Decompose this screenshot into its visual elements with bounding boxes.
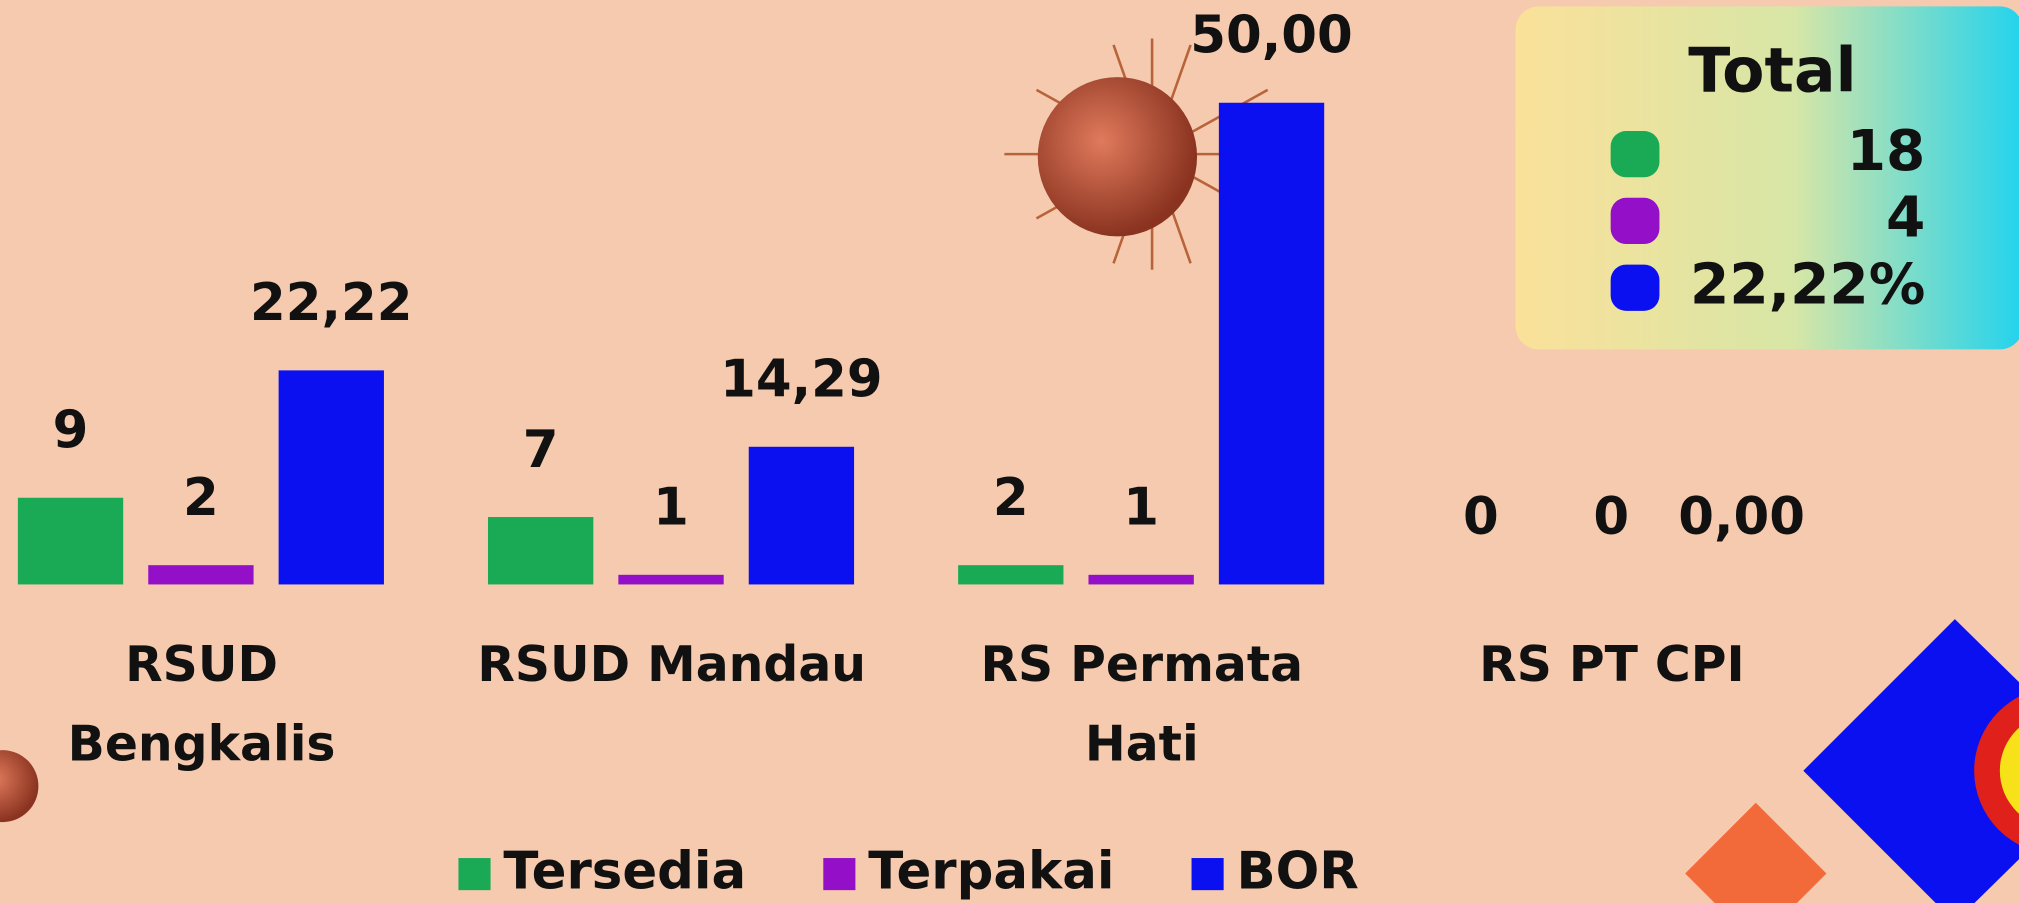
value-label: 50,00 (1190, 6, 1352, 66)
value-label: 1 (653, 478, 689, 538)
totals-swatch (1611, 131, 1660, 177)
bar (279, 370, 384, 584)
bar (749, 447, 854, 585)
value-label: 0 (1463, 487, 1499, 547)
bar (148, 565, 253, 584)
value-label: 9 (53, 401, 89, 461)
legend-swatch (823, 858, 855, 890)
value-label: 2 (993, 468, 1029, 528)
value-label: 0 (1593, 487, 1629, 547)
value-label: 0,00 (1678, 487, 1805, 547)
legend-swatch (1192, 858, 1224, 890)
category-label: RSUD Mandau (477, 636, 866, 693)
category-label: RS PT CPI (1479, 636, 1744, 693)
totals-value: 22,22% (1690, 252, 1925, 317)
totals-value: 18 (1847, 119, 1926, 184)
totals-swatch (1611, 265, 1660, 311)
bar (488, 517, 593, 584)
chart: Total 18422,22% 9222,22RSUDBengkalis7114… (0, 0, 2019, 903)
bar (1088, 575, 1193, 585)
bar (18, 498, 123, 585)
bar (1219, 103, 1324, 585)
value-label: 2 (183, 468, 219, 528)
legend-label: Tersedia (503, 842, 746, 902)
legend-label: Terpakai (868, 842, 1114, 902)
value-label: 22,22 (250, 273, 412, 333)
page: {"chart_data": {"type": "bar", "categori… (0, 0, 2019, 903)
totals-value: 4 (1886, 186, 1925, 251)
legend-swatch (458, 858, 490, 890)
value-label: 14,29 (720, 350, 882, 410)
totals-title: Total (1688, 35, 1856, 107)
value-label: 1 (1123, 478, 1159, 538)
bar (618, 575, 723, 585)
totals-swatch (1611, 198, 1660, 244)
value-label: 7 (523, 420, 559, 480)
bar (958, 565, 1063, 584)
legend-label: BOR (1236, 842, 1358, 902)
